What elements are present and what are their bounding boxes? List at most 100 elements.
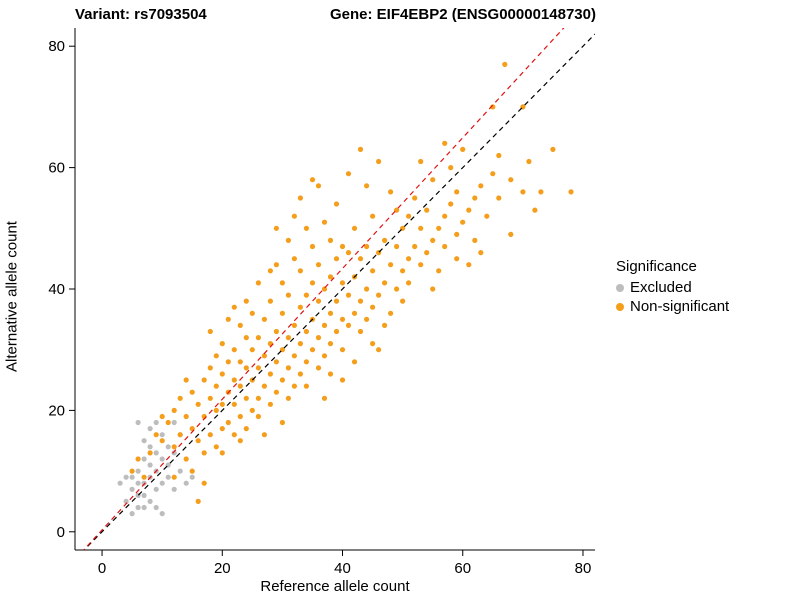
legend-label-non-significant: Non-significant: [630, 298, 730, 315]
data-point: [267, 401, 273, 407]
data-point: [382, 237, 388, 243]
data-point: [472, 237, 478, 243]
data-point: [460, 219, 466, 225]
data-point: [303, 328, 309, 335]
data-point: [123, 498, 129, 504]
data-point: [267, 371, 273, 377]
data-point: [237, 383, 243, 389]
data-point: [165, 444, 171, 450]
data-point: [321, 353, 328, 359]
data-point: [357, 328, 364, 335]
data-point: [376, 347, 382, 353]
data-point: [171, 444, 177, 450]
data-point: [141, 492, 147, 498]
data-point: [273, 262, 279, 268]
data-point: [279, 280, 285, 286]
data-point: [153, 432, 159, 438]
data-point: [189, 468, 195, 474]
y-tick-label: 60: [48, 160, 65, 177]
data-point: [231, 401, 237, 407]
x-tick-label: 80: [575, 560, 592, 577]
x-axis-label: Reference allele count: [260, 578, 410, 595]
data-point: [279, 310, 285, 316]
x-tick-label: 40: [334, 560, 351, 577]
data-point: [394, 243, 400, 250]
legend-item-excluded: Excluded: [616, 279, 729, 296]
data-point: [478, 250, 484, 256]
data-point: [153, 419, 159, 426]
data-point: [345, 250, 352, 256]
data-point: [496, 152, 502, 159]
data-point: [484, 213, 490, 219]
data-point: [171, 407, 177, 413]
data-point: [303, 225, 309, 231]
excluded-dot-icon: [616, 283, 624, 292]
data-point: [291, 383, 297, 389]
data-point: [129, 468, 135, 474]
data-point: [153, 486, 159, 492]
data-point: [207, 432, 213, 438]
plot-title-variant: Variant: rs7093504: [75, 6, 207, 23]
data-point: [303, 292, 309, 298]
data-point: [297, 268, 303, 274]
data-point: [273, 389, 279, 395]
data-point: [171, 474, 177, 480]
data-point: [237, 438, 243, 444]
data-point: [376, 158, 382, 165]
data-point: [406, 256, 412, 262]
data-point: [129, 474, 135, 480]
data-point: [243, 365, 249, 371]
data-point: [177, 395, 183, 401]
data-point: [436, 268, 442, 274]
data-point: [261, 383, 267, 389]
data-point: [297, 341, 303, 347]
data-point: [159, 438, 165, 444]
x-tick-label: 0: [98, 560, 106, 577]
data-point: [327, 237, 334, 243]
data-point: [315, 365, 322, 371]
data-point: [424, 250, 430, 256]
data-point: [345, 322, 352, 328]
data-point: [309, 177, 316, 183]
legend: Significance Excluded Non-significant: [616, 258, 729, 317]
data-point: [183, 413, 189, 420]
data-point: [376, 292, 382, 298]
data-point: [315, 335, 322, 341]
data-point: [430, 286, 436, 292]
non-significant-dot-icon: [616, 302, 624, 311]
data-point: [333, 328, 340, 335]
data-point: [207, 395, 213, 401]
data-point: [171, 450, 177, 456]
data-point: [207, 328, 213, 335]
data-point: [454, 231, 460, 237]
data-point: [502, 61, 508, 67]
data-point: [195, 498, 201, 504]
data-point: [526, 158, 532, 165]
data-point: [141, 474, 147, 480]
data-point: [520, 189, 526, 195]
data-point: [466, 207, 472, 213]
data-point: [345, 171, 352, 177]
data-point: [454, 189, 460, 195]
data-point: [147, 444, 153, 450]
data-point: [255, 395, 261, 401]
data-point: [231, 432, 237, 438]
data-point: [273, 359, 279, 365]
data-point: [153, 450, 159, 456]
data-point: [388, 262, 394, 268]
data-point: [135, 504, 141, 511]
legend-item-non-significant: Non-significant: [616, 298, 729, 315]
data-point: [364, 183, 370, 189]
data-point: [333, 256, 340, 262]
data-point: [129, 486, 135, 492]
data-point: [400, 298, 406, 304]
data-point: [327, 310, 334, 316]
data-point: [189, 389, 195, 395]
data-point: [357, 146, 364, 152]
data-point: [153, 504, 159, 511]
data-point: [297, 304, 303, 310]
data-point: [231, 304, 237, 310]
data-point: [135, 419, 141, 426]
data-point: [117, 480, 123, 486]
y-tick-label: 20: [48, 402, 65, 419]
